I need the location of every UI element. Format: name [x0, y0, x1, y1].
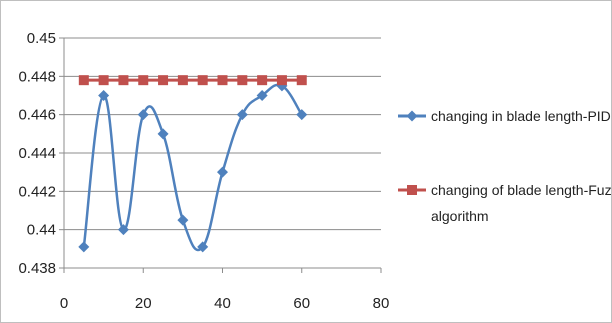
y-tick-label: 0.44 [27, 222, 56, 239]
data-point [98, 75, 109, 86]
legend-label: changing in blade length-PID [431, 108, 611, 124]
series-2 [78, 75, 307, 86]
data-point [257, 75, 268, 86]
y-axis-tick-labels: 0.438 0.44 0.442 0.444 0.446 0.448 0.45 [18, 30, 56, 277]
data-point [98, 90, 110, 101]
x-tick-label: 0 [60, 295, 68, 312]
y-tick-label: 0.442 [18, 183, 56, 200]
data-point [137, 109, 149, 121]
y-tick-label: 0.448 [18, 68, 56, 85]
data-point [296, 109, 308, 121]
data-point [78, 75, 89, 86]
data-point [217, 75, 228, 86]
x-tick-label: 80 [373, 295, 390, 312]
data-point [138, 75, 149, 86]
y-tick-label: 0.446 [18, 107, 56, 124]
data-point [236, 109, 248, 121]
data-point [158, 75, 169, 86]
legend-label: changing of blade length-Fuzzy algorithm [431, 182, 612, 224]
x-axis-tick-labels: 0 20 40 60 80 [60, 295, 390, 312]
data-point [276, 75, 287, 86]
data-point [118, 75, 129, 86]
x-tick-label: 20 [135, 295, 152, 312]
data-point [157, 128, 169, 140]
series-layer [78, 75, 308, 253]
data-point [177, 75, 188, 86]
legend-entry-2: changing of blade length-Fuzzy algorithm [398, 182, 612, 224]
data-point [217, 166, 228, 178]
legend-marker [406, 110, 418, 122]
x-tick-label: 60 [293, 295, 310, 312]
axes [59, 37, 382, 273]
x-tick-label: 40 [214, 295, 231, 312]
data-point [197, 241, 209, 253]
y-tick-label: 0.438 [18, 260, 56, 277]
legend-marker [407, 185, 417, 195]
y-tick-label: 0.444 [18, 145, 56, 162]
data-point [296, 75, 307, 86]
y-tick-label: 0.45 [27, 30, 56, 47]
legend: changing in blade length-PID changing of … [398, 108, 612, 224]
data-point [78, 241, 90, 253]
data-point [256, 90, 268, 101]
data-point [177, 214, 189, 226]
data-point [197, 75, 208, 86]
data-point [237, 75, 248, 86]
legend-entry-1: changing in blade length-PID [398, 108, 611, 124]
data-point [117, 224, 129, 236]
